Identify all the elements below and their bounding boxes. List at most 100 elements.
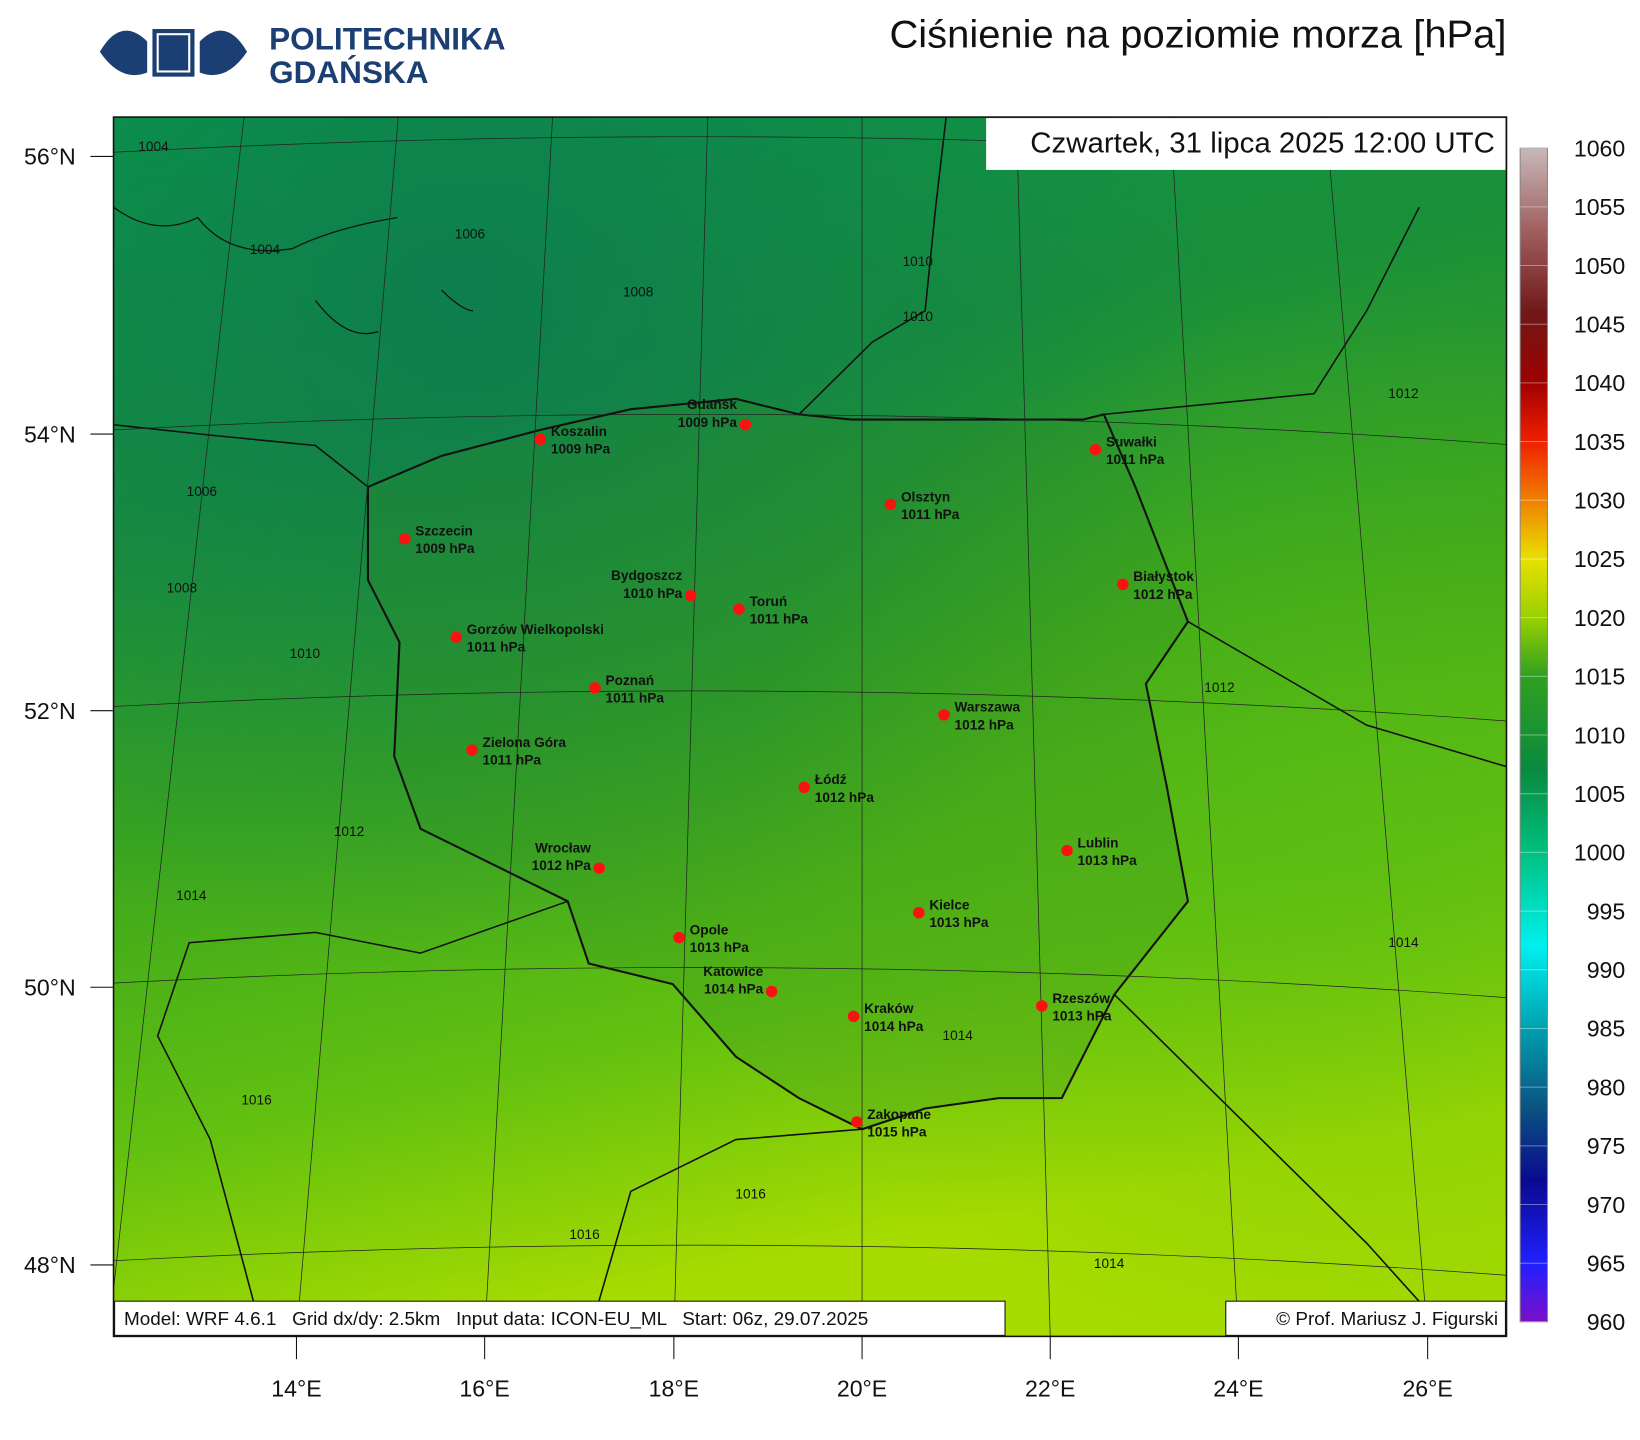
longitude-line <box>113 117 245 1293</box>
city-marker <box>466 744 478 756</box>
longitude-line <box>296 117 399 1337</box>
city-pressure: 1012 hPa <box>955 717 1015 732</box>
colorbar-label: 960 <box>1587 1309 1626 1335</box>
city-name: Katowice <box>703 964 763 979</box>
colorbar-label: 1015 <box>1574 664 1625 690</box>
city-pressure: 1011 hPa <box>467 640 526 655</box>
colorbar-label: 990 <box>1587 957 1626 983</box>
map-area <box>113 117 1507 1337</box>
contour-label: 1012 <box>1388 386 1418 401</box>
contour-label: 1008 <box>167 581 197 596</box>
contour-label: 1016 <box>569 1227 599 1242</box>
city-name: Rzeszów <box>1052 991 1110 1006</box>
latitude-line <box>113 1244 1507 1276</box>
city-name: Łódź <box>815 772 847 787</box>
contour-label: 1004 <box>138 139 169 154</box>
city-pressure: 1011 hPa <box>606 690 665 705</box>
contour-label: 1006 <box>187 484 217 499</box>
city-name: Kielce <box>929 898 970 913</box>
logo-lions <box>99 30 248 76</box>
footer-model: Model: WRF 4.6.1 Grid dx/dy: 2.5km Input… <box>124 1308 868 1330</box>
time-box <box>986 118 1506 170</box>
longitude-line <box>484 117 553 1337</box>
colorbar-label: 1005 <box>1574 781 1625 807</box>
contour-label: 1004 <box>250 242 281 257</box>
colorbar-label: 1050 <box>1574 253 1625 279</box>
city-marker <box>884 498 897 511</box>
colorbar-label: 1040 <box>1574 370 1625 396</box>
city-name: Gorzów Wielkopolski <box>467 622 604 637</box>
contour-label: 1010 <box>903 309 933 324</box>
city-name: Warszawa <box>955 700 1021 715</box>
city-name: Gdańsk <box>687 397 738 412</box>
city-pressure: 1011 hPa <box>750 612 809 627</box>
contour-label: 1016 <box>735 1187 765 1202</box>
city-marker <box>673 931 685 944</box>
city-name: Kraków <box>864 1001 914 1016</box>
longitude-line <box>673 117 709 1337</box>
lat-label: 56°N <box>24 144 76 170</box>
colorbar-label: 1010 <box>1574 722 1625 748</box>
colorbar-label: 970 <box>1587 1192 1626 1218</box>
logo-text: POLITECHNIKA <box>269 22 505 57</box>
contour-label: 1014 <box>1388 935 1419 950</box>
city-marker <box>847 1010 860 1022</box>
logo-text: GDAŃSKA <box>269 55 428 90</box>
city-pressure: 1012 hPa <box>532 858 592 873</box>
colorbar-label: 965 <box>1587 1251 1626 1277</box>
longitude-line <box>1015 117 1051 1337</box>
contour-label: 1006 <box>455 226 485 241</box>
city-marker <box>398 533 411 545</box>
colorbar-label: 1030 <box>1574 488 1625 514</box>
city-marker <box>1089 443 1102 456</box>
city-name: Koszalin <box>551 424 607 439</box>
city-pressure: 1009 hPa <box>551 442 611 457</box>
colorbar-label: 1055 <box>1574 194 1625 220</box>
longitude-line <box>1325 117 1429 1337</box>
city-marker <box>798 781 811 794</box>
city-marker <box>938 709 950 721</box>
city-name: Poznań <box>606 673 655 688</box>
lon-label: 26°E <box>1402 1376 1452 1402</box>
city-marker <box>450 631 463 643</box>
lat-label: 54°N <box>24 422 76 448</box>
city-pressure: 1014 hPa <box>864 1019 924 1034</box>
footer-author-box <box>1225 1300 1506 1336</box>
contour-label: 1012 <box>1204 680 1234 695</box>
city-pressure: 1013 hPa <box>1052 1009 1112 1024</box>
city-name: Białystok <box>1133 569 1194 584</box>
logo: POLITECHNIKA GDAŃSKA <box>99 22 506 90</box>
city-pressure: 1014 hPa <box>704 982 764 997</box>
lon-label: 20°E <box>837 1376 887 1402</box>
city-marker <box>913 906 925 919</box>
city-name: Szczecin <box>415 524 473 539</box>
valid-time: Czwartek, 31 lipca 2025 12:00 UTC <box>1030 127 1495 159</box>
city-pressure: 1009 hPa <box>678 415 738 430</box>
poland-border <box>366 397 1190 1131</box>
lat-label: 50°N <box>24 975 76 1001</box>
colorbar-label: 1060 <box>1574 136 1625 162</box>
contour-label: 1012 <box>334 824 364 839</box>
colorbar-label: 980 <box>1587 1075 1626 1101</box>
city-pressure: 1012 hPa <box>1133 587 1193 602</box>
city-name: Wrocław <box>535 841 591 856</box>
colorbar-label: 1035 <box>1574 429 1625 455</box>
lon-label: 16°E <box>459 1376 509 1402</box>
contour-label: 1010 <box>903 254 933 269</box>
latitude-line <box>113 413 1507 445</box>
map-labels: 56°N 54°N 52°N 50°N 48°N 14°E 16°E 18°E 20°E 22°E… <box>24 139 1453 1401</box>
city-marker <box>589 682 601 694</box>
lat-label: 48°N <box>24 1252 76 1278</box>
colorbar-label: 1025 <box>1574 546 1625 572</box>
city-marker <box>1036 1000 1048 1012</box>
city-pressure: 1013 hPa <box>690 940 750 955</box>
colorbar-label: 1020 <box>1574 605 1625 631</box>
lon-label: 24°E <box>1213 1376 1263 1402</box>
longitude-line <box>1170 117 1239 1337</box>
city-marker <box>733 603 745 615</box>
city-pressure: 1011 hPa <box>1106 452 1165 467</box>
map-frame <box>112 116 1508 1338</box>
city-name: Toruń <box>750 594 788 609</box>
